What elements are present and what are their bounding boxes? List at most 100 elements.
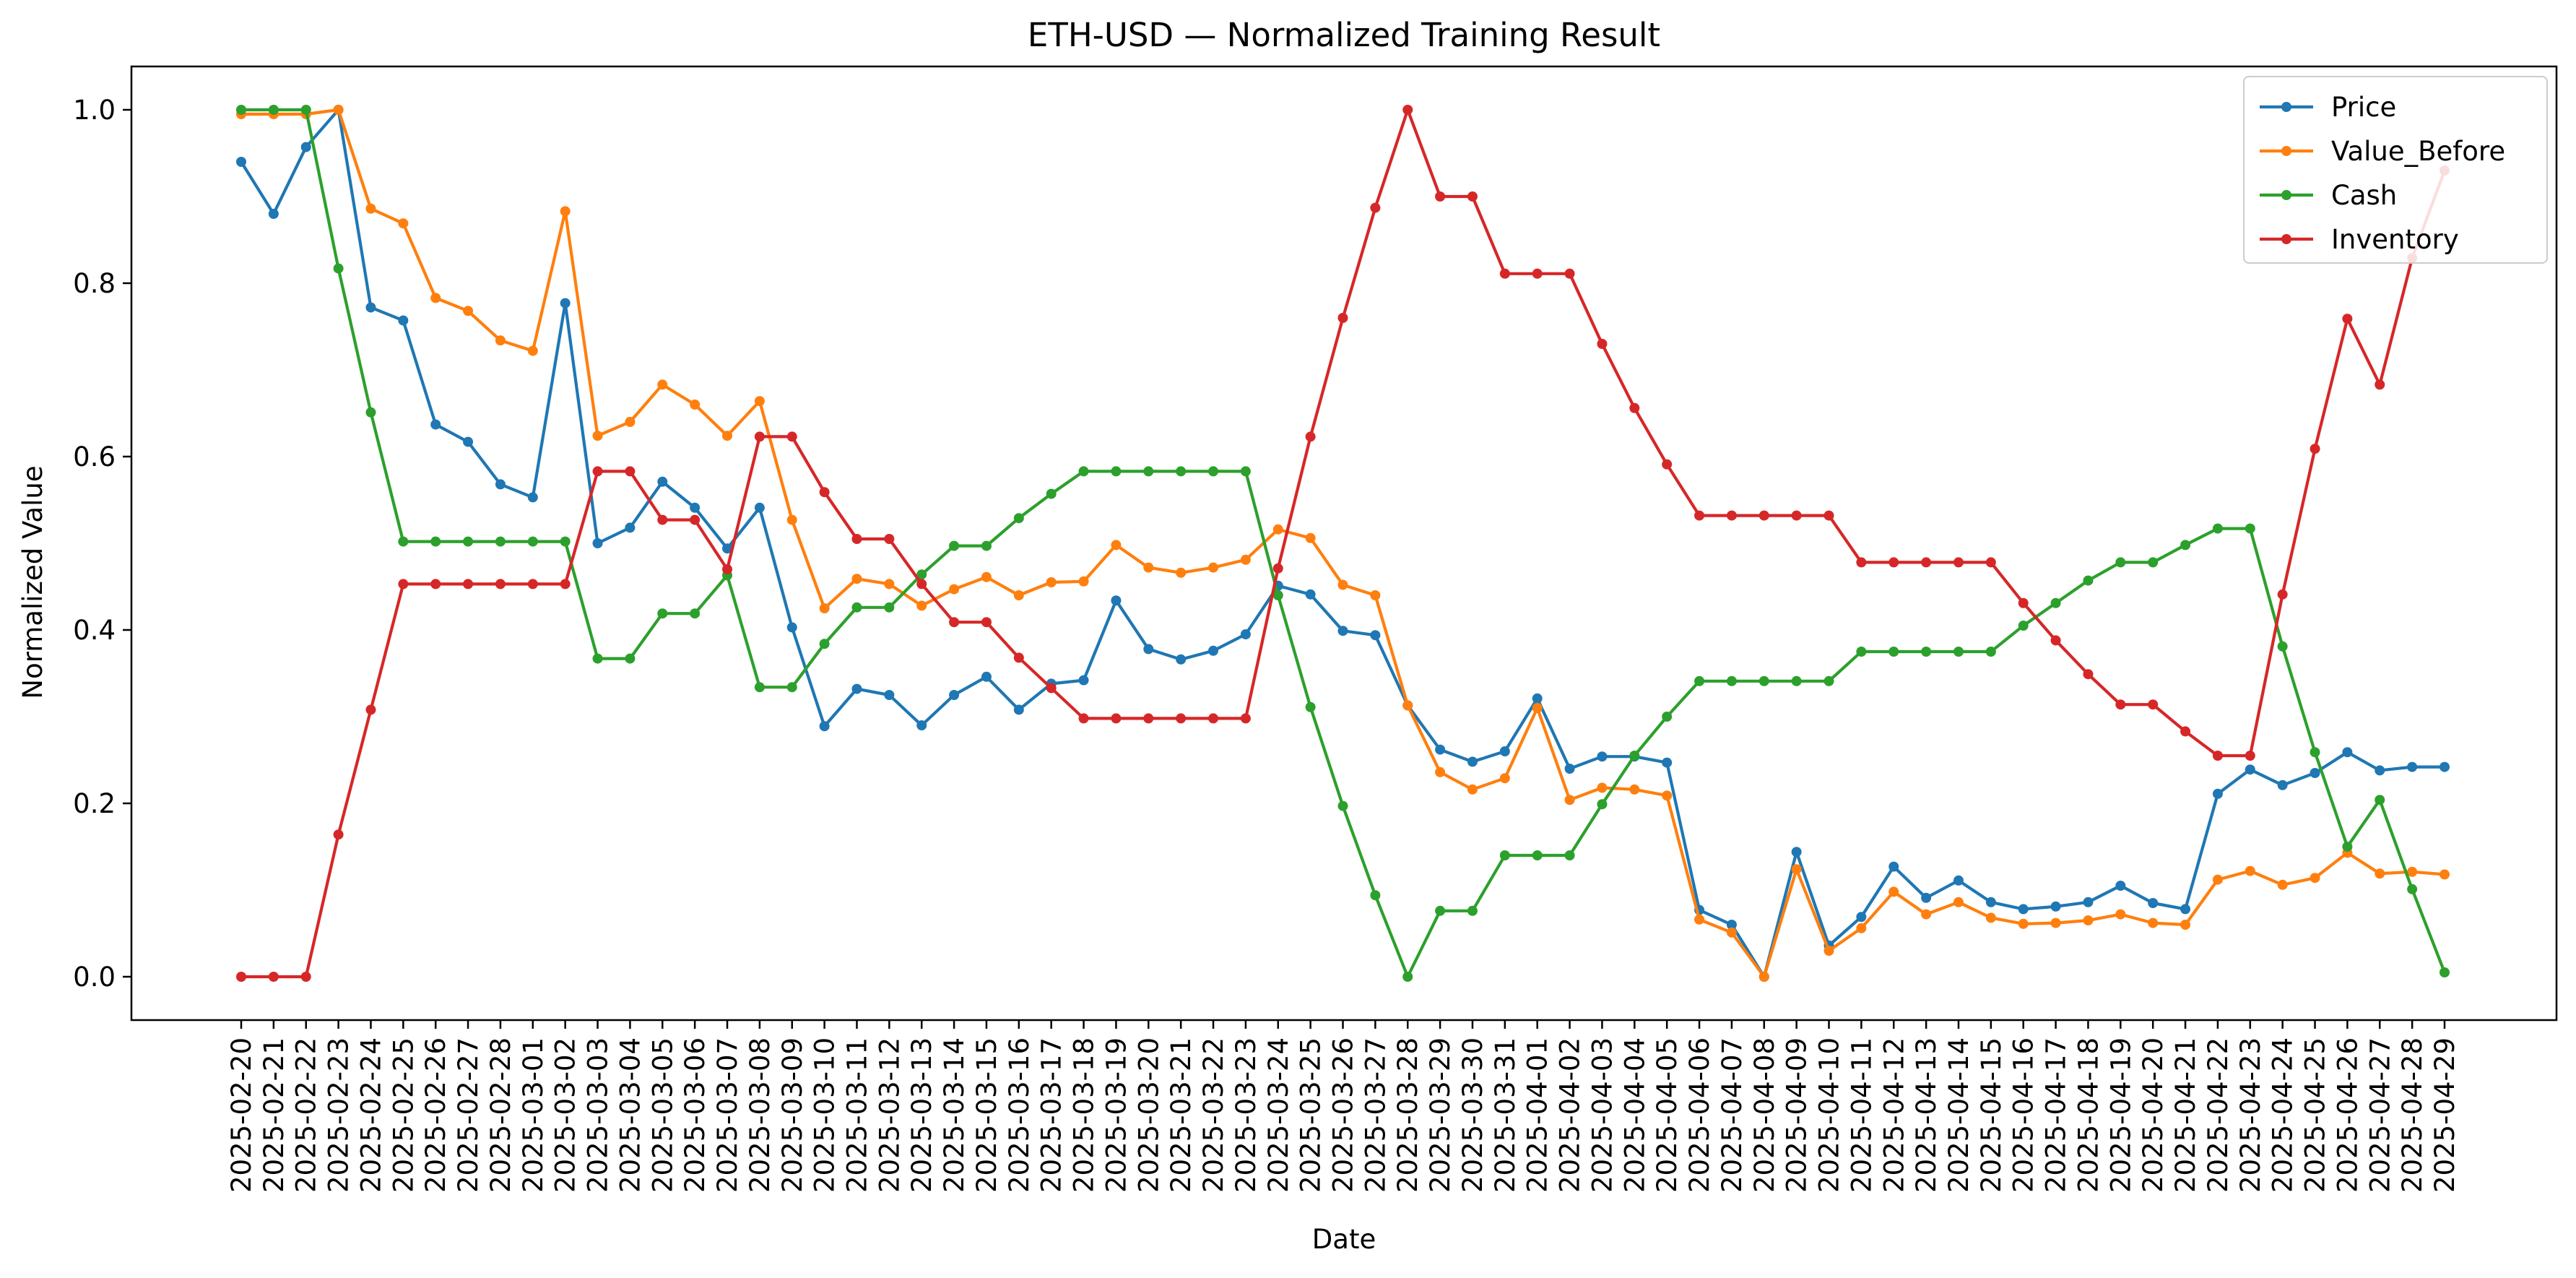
data-point [2050, 918, 2061, 928]
data-point [1921, 892, 1932, 903]
x-tick-label: 2025-04-03 [1587, 1037, 1618, 1193]
data-point [1013, 590, 1024, 600]
data-point [916, 720, 927, 730]
x-tick-label: 2025-04-17 [2041, 1037, 2072, 1193]
data-point [2212, 523, 2223, 534]
data-point [1208, 562, 1219, 573]
data-point [786, 682, 797, 693]
data-point [1597, 751, 1608, 762]
data-point [1013, 652, 1024, 663]
data-point [1240, 466, 1251, 477]
data-point [495, 479, 506, 490]
data-point [2148, 699, 2159, 710]
x-tick-label: 2025-03-19 [1101, 1037, 1132, 1193]
data-point [2180, 920, 2191, 930]
data-point [2245, 865, 2255, 876]
x-tick-label: 2025-03-01 [518, 1037, 549, 1193]
data-point [1985, 647, 1996, 657]
data-point [1597, 799, 1608, 810]
data-point [2180, 540, 2191, 551]
data-point [1305, 701, 1316, 712]
data-point [1564, 268, 1575, 279]
data-point [1694, 914, 1705, 925]
data-point [300, 105, 311, 115]
data-point [2018, 904, 2029, 915]
data-point [592, 431, 603, 441]
data-point [1532, 268, 1543, 279]
data-point [1370, 590, 1381, 600]
data-point [1564, 850, 1575, 860]
data-point [1078, 576, 1089, 587]
data-point [236, 157, 246, 167]
data-point [1370, 630, 1381, 641]
data-point [527, 492, 538, 503]
data-point [1532, 703, 1543, 713]
data-point [333, 829, 344, 840]
data-point [1078, 713, 1089, 724]
x-tick-label: 2025-04-08 [1749, 1037, 1780, 1193]
data-point [1111, 713, 1122, 724]
x-tick-label: 2025-03-30 [1457, 1037, 1488, 1193]
data-point [560, 298, 571, 308]
series-cash [236, 105, 2450, 982]
data-point [2277, 589, 2288, 600]
x-tick-label: 2025-04-24 [2268, 1037, 2299, 1193]
data-point [949, 584, 960, 595]
x-tick-label: 2025-02-27 [453, 1037, 484, 1193]
data-point [1013, 513, 1024, 524]
data-point [2342, 314, 2353, 324]
data-point [657, 476, 668, 487]
data-point [1726, 920, 1737, 930]
data-point [1726, 510, 1737, 521]
x-tick-label: 2025-04-07 [1717, 1037, 1748, 1193]
x-tick-label: 2025-03-14 [939, 1037, 970, 1193]
legend-label: Value_Before [2331, 136, 2505, 167]
x-tick-label: 2025-04-23 [2235, 1037, 2266, 1193]
data-point [1791, 864, 1802, 875]
x-tick-label: 2025-04-11 [1846, 1037, 1877, 1193]
chart-title: ETH-USD — Normalized Training Result [1028, 16, 1660, 54]
legend-label: Cash [2331, 180, 2397, 211]
series-line [241, 108, 2445, 979]
data-point [949, 617, 960, 628]
legend-box [2243, 76, 2548, 264]
legend-marker [2281, 234, 2291, 244]
data-point [2212, 751, 2223, 761]
data-point [1305, 532, 1316, 543]
data-point [1305, 589, 1316, 600]
data-point [1856, 923, 1867, 933]
y-axis-label: Normalized Value [17, 465, 48, 699]
data-point [2310, 444, 2320, 454]
data-point [1662, 757, 1673, 768]
x-tick-label: 2025-03-15 [971, 1037, 1002, 1193]
data-point [625, 522, 636, 533]
x-tick-label: 2025-03-28 [1392, 1037, 1423, 1193]
data-point [884, 602, 895, 613]
data-point [1208, 645, 1219, 656]
y-tick-label: 0.8 [73, 268, 116, 299]
x-tick-label: 2025-03-03 [583, 1037, 614, 1193]
data-point [722, 543, 733, 554]
data-point [463, 579, 474, 590]
legend-item: Price [2260, 92, 2396, 123]
data-point [657, 608, 668, 619]
data-point [1143, 713, 1154, 724]
data-point [786, 622, 797, 633]
data-point [1402, 972, 1413, 982]
x-tick-label: 2025-04-22 [2203, 1037, 2234, 1193]
y-tick-label: 0.2 [73, 788, 116, 819]
plot-frame [130, 65, 2558, 1022]
data-point [1370, 890, 1381, 901]
data-point [1402, 105, 1413, 115]
data-point [236, 972, 246, 982]
x-tick-label: 2025-04-20 [2138, 1037, 2169, 1193]
data-point [1435, 767, 1446, 777]
x-tick-label: 2025-03-18 [1069, 1037, 1100, 1193]
data-point [268, 972, 279, 982]
x-tick-label: 2025-04-14 [1943, 1037, 1974, 1193]
data-point [1240, 713, 1251, 724]
data-point [1078, 675, 1089, 686]
data-point [463, 436, 474, 447]
data-point [1272, 590, 1283, 600]
x-tick-label: 2025-02-20 [226, 1037, 257, 1193]
